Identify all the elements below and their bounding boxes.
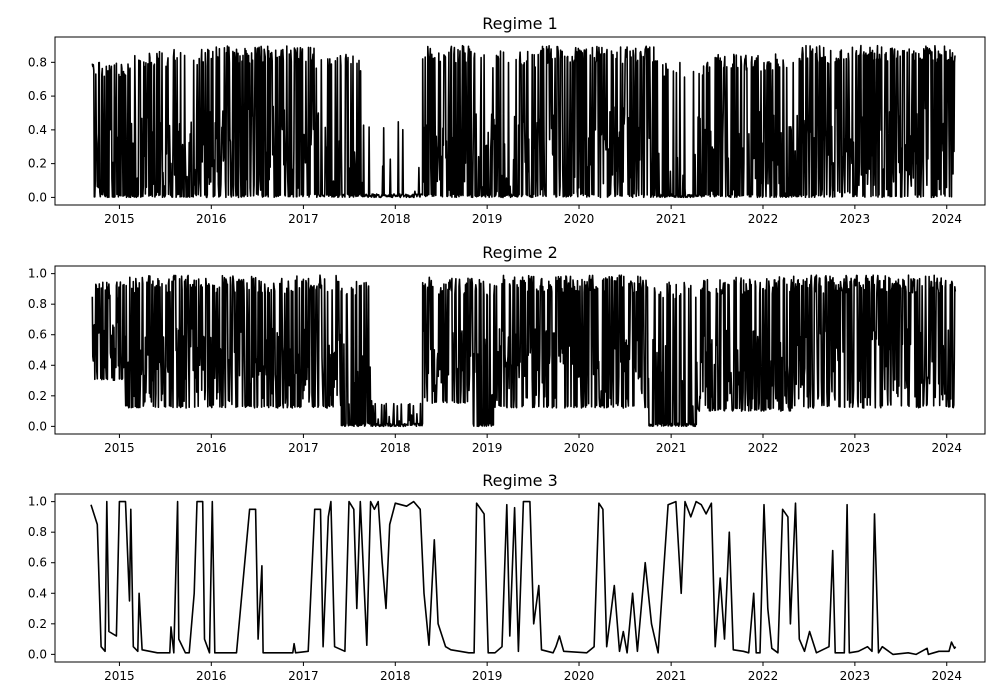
y-tick-label: 0.6 xyxy=(28,556,47,570)
y-tick-label: 0.2 xyxy=(28,617,47,631)
chart-panel-2: Regime 2 0.0 0.2 0.4 0.6 0.8 1.0 2015 2016 2017 20… xyxy=(28,243,986,455)
x-tick-label: 2023 xyxy=(840,212,871,226)
chart-title: Regime 3 xyxy=(482,471,558,490)
x-tick-label: 2020 xyxy=(564,669,595,683)
x-tick-label: 2016 xyxy=(196,212,227,226)
x-tick-label: 2019 xyxy=(472,441,503,455)
y-tick-label: 0.6 xyxy=(28,328,47,342)
y-tick-label: 0.2 xyxy=(28,389,47,403)
x-tick-label: 2016 xyxy=(196,441,227,455)
series-line xyxy=(91,274,957,428)
plot-frame xyxy=(54,36,986,206)
x-tick-label: 2017 xyxy=(288,441,319,455)
x-tick-label: 2023 xyxy=(840,441,871,455)
series-line xyxy=(90,500,957,656)
y-tick-label: 1.0 xyxy=(28,267,47,281)
x-tick-label: 2018 xyxy=(380,212,411,226)
chart-title: Regime 1 xyxy=(482,14,558,33)
y-tick-label: 0.4 xyxy=(28,586,47,600)
x-tick-label: 2022 xyxy=(748,212,779,226)
y-tick-label: 0.8 xyxy=(28,297,47,311)
y-tick-label: 0.8 xyxy=(28,525,47,539)
x-tick-label: 2021 xyxy=(656,441,687,455)
x-tick-label: 2016 xyxy=(196,669,227,683)
plot-frame xyxy=(54,493,986,663)
plot-frame xyxy=(54,265,986,435)
x-tick-label: 2015 xyxy=(104,669,135,683)
y-tick-label: 0.4 xyxy=(28,358,47,372)
series-line xyxy=(91,44,956,199)
x-tick-label: 2021 xyxy=(656,669,687,683)
x-tick-label: 2022 xyxy=(748,669,779,683)
y-tick-label: 0.0 xyxy=(28,190,47,204)
x-tick-label: 2019 xyxy=(472,669,503,683)
x-tick-label: 2020 xyxy=(564,212,595,226)
x-tick-label: 2021 xyxy=(656,212,687,226)
y-tick-label: 0.8 xyxy=(28,55,47,69)
x-tick-label: 2018 xyxy=(380,441,411,455)
x-tick-label: 2024 xyxy=(931,212,962,226)
y-tick-label: 0.0 xyxy=(28,647,47,661)
x-tick-label: 2024 xyxy=(931,669,962,683)
y-tick-label: 0.4 xyxy=(28,123,47,137)
x-tick-label: 2017 xyxy=(288,212,319,226)
x-tick-label: 2023 xyxy=(840,669,871,683)
chart-panel-3: Regime 3 0.0 0.2 0.4 0.6 0.8 1.0 2015 2016 2017 20… xyxy=(28,471,986,683)
y-tick-label: 0.2 xyxy=(28,157,47,171)
x-tick-label: 2015 xyxy=(104,441,135,455)
x-tick-label: 2020 xyxy=(564,441,595,455)
y-tick-label: 1.0 xyxy=(28,495,47,509)
x-tick-label: 2024 xyxy=(931,441,962,455)
y-tick-label: 0.6 xyxy=(28,89,47,103)
chart-title: Regime 2 xyxy=(482,243,558,262)
x-tick-label: 2015 xyxy=(104,212,135,226)
x-tick-label: 2019 xyxy=(472,212,503,226)
x-tick-label: 2022 xyxy=(748,441,779,455)
x-tick-label: 2017 xyxy=(288,669,319,683)
x-tick-label: 2018 xyxy=(380,669,411,683)
y-tick-label: 0.0 xyxy=(28,419,47,433)
chart-panel-1: Regime 1 0.0 0.2 0.4 0.6 0.8 2015 2016 2017 2018 2… xyxy=(28,14,986,226)
